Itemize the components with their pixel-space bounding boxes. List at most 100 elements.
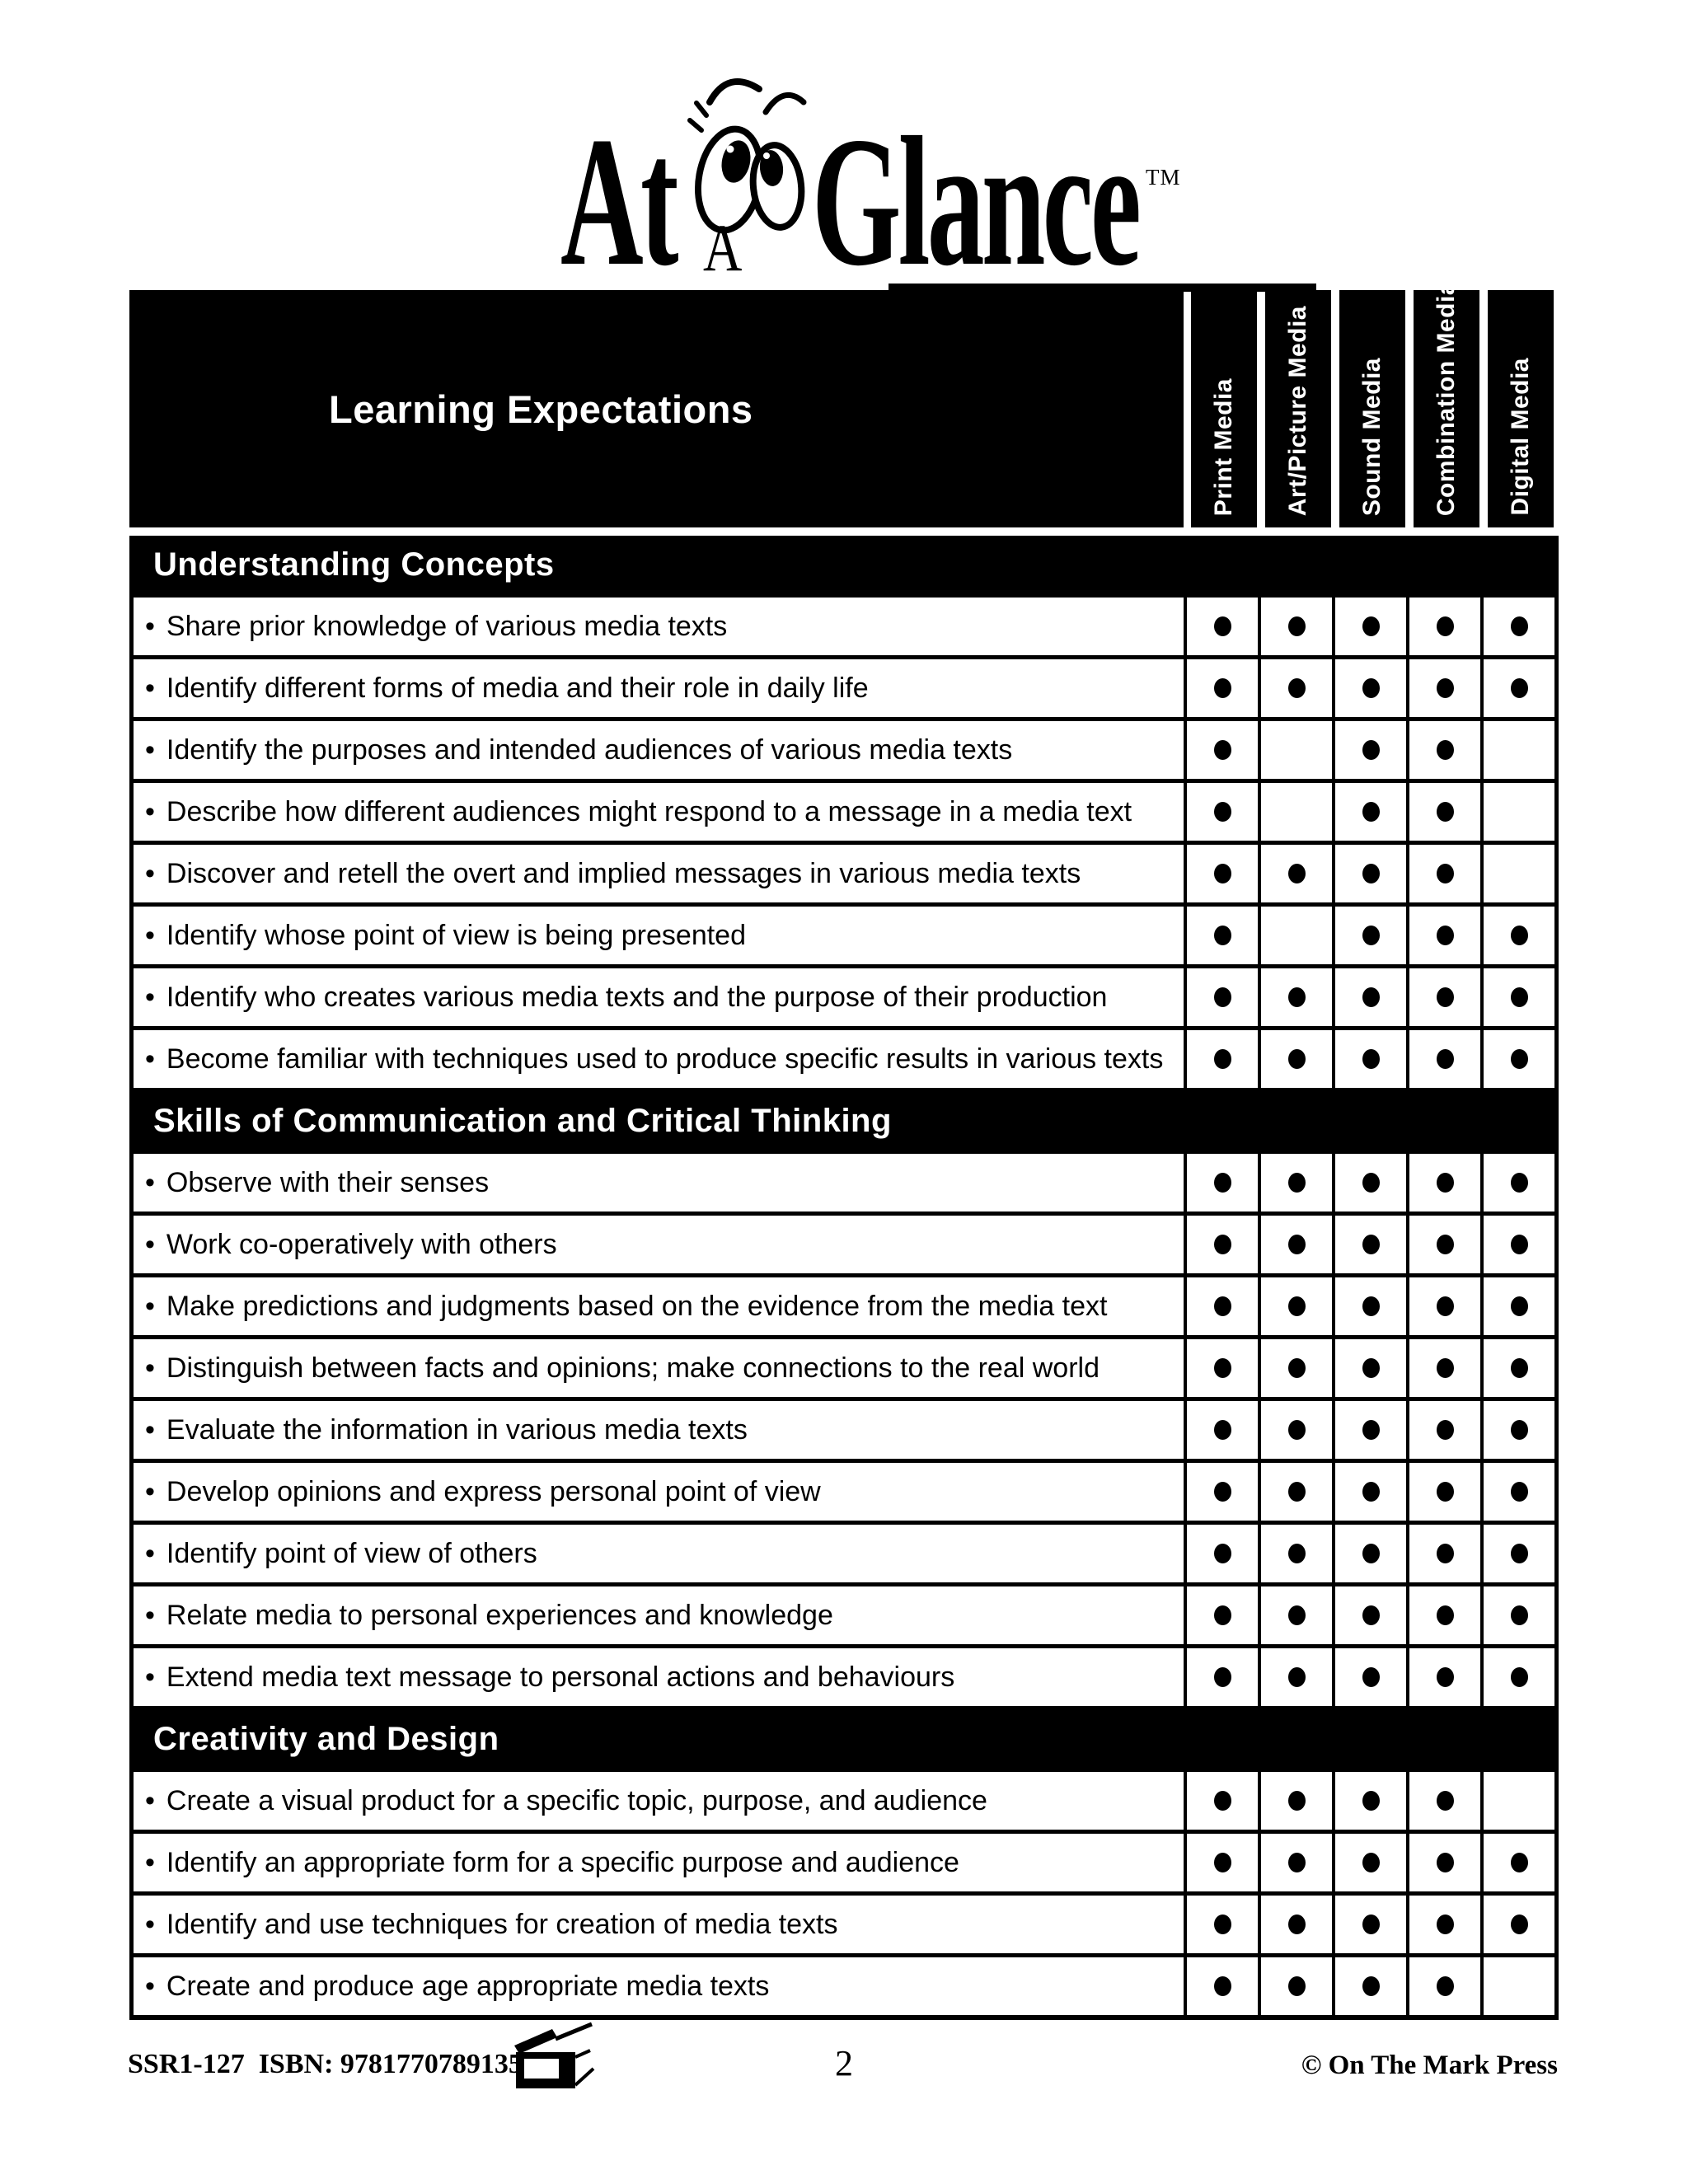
logo-underline	[889, 284, 1316, 292]
media-cell	[1335, 783, 1406, 841]
media-cell	[1335, 1154, 1406, 1212]
logo-word-glance: Glance	[812, 98, 1142, 304]
table-row: • Create a visual product for a specific…	[134, 1772, 1554, 1830]
expectation-label: Distinguish between facts and opinions; …	[166, 1352, 1100, 1384]
expectation-cell: • Identify an appropriate form for a spe…	[134, 1834, 1184, 1891]
dot-marker	[1362, 740, 1380, 760]
dot-marker	[1510, 1235, 1528, 1254]
bullet-icon: •	[145, 610, 155, 642]
column-header-label: Combination Media	[1432, 280, 1460, 516]
section-title: Understanding Concepts	[153, 546, 555, 583]
bullet-icon: •	[145, 1413, 155, 1446]
column-header: Sound Media	[1339, 290, 1405, 527]
dot-marker	[1436, 1667, 1454, 1687]
media-cell	[1409, 659, 1480, 717]
table-row: • Observe with their senses	[134, 1154, 1554, 1212]
media-cell	[1409, 968, 1480, 1026]
expectation-label: Extend media text message to personal ac…	[166, 1661, 955, 1693]
dot-marker	[1287, 1173, 1306, 1193]
bullet-icon: •	[145, 857, 155, 889]
bullet-icon: •	[145, 733, 155, 766]
expectation-cell: • Develop opinions and express personal …	[134, 1463, 1184, 1521]
expectation-cell: • Identify who creates various media tex…	[134, 968, 1184, 1026]
expectation-cell: • Distinguish between facts and opinions…	[134, 1339, 1184, 1397]
trademark-symbol: TM	[1146, 165, 1181, 190]
expectation-cell: • Identify point of view of others	[134, 1525, 1184, 1582]
section-header-bar: Creativity and Design	[134, 1710, 1554, 1768]
media-cell	[1409, 1586, 1480, 1644]
section-header-bar: Understanding Concepts	[134, 536, 1554, 593]
dot-marker	[1213, 1049, 1231, 1069]
media-cell	[1335, 1401, 1406, 1459]
media-cell	[1484, 1896, 1554, 1953]
media-cell	[1335, 1030, 1406, 1088]
bullet-icon: •	[145, 1475, 155, 1507]
dot-marker	[1436, 740, 1454, 760]
bullet-icon: •	[145, 1784, 155, 1816]
section-title: Skills of Communication and Critical Thi…	[153, 1102, 892, 1139]
dot-marker	[1436, 678, 1454, 698]
dot-marker	[1213, 616, 1231, 636]
media-cell	[1409, 1030, 1480, 1088]
dot-marker	[1362, 987, 1380, 1007]
expectation-label: Share prior knowledge of various media t…	[166, 610, 728, 642]
footer-copyright: © On The Mark Press	[1301, 2050, 1558, 2080]
media-cell	[1484, 1463, 1554, 1521]
media-cell	[1484, 1401, 1554, 1459]
dot-marker	[1362, 1976, 1380, 1996]
dot-marker	[1287, 616, 1306, 636]
expectation-label: Create and produce age appropriate media…	[166, 1970, 770, 2002]
dot-marker	[1213, 1420, 1231, 1440]
expectation-cell: • Create and produce age appropriate med…	[134, 1957, 1184, 2015]
dot-marker	[1287, 1049, 1306, 1069]
media-cell	[1335, 1834, 1406, 1891]
media-cell	[1335, 721, 1406, 779]
dot-marker	[1213, 1173, 1231, 1193]
dot-marker	[1213, 1544, 1231, 1563]
dot-marker	[1213, 987, 1231, 1007]
bullet-icon: •	[145, 1908, 155, 1940]
media-cell	[1261, 1957, 1332, 2015]
expectation-label: Develop opinions and express personal po…	[166, 1475, 821, 1507]
table-row: • Identify the purposes and intended aud…	[134, 721, 1554, 779]
media-cell	[1409, 1216, 1480, 1273]
media-cell	[1484, 1525, 1554, 1582]
media-cell	[1261, 1277, 1332, 1335]
dot-marker	[1510, 1667, 1528, 1687]
table-row: • Make predictions and judgments based o…	[134, 1277, 1554, 1335]
dot-marker	[1287, 1296, 1306, 1316]
bullet-icon: •	[145, 1043, 155, 1075]
dot-marker	[1362, 864, 1380, 883]
media-cell	[1484, 1154, 1554, 1212]
media-cell	[1261, 783, 1332, 841]
dot-marker	[1362, 1482, 1380, 1502]
dot-marker	[1213, 1296, 1231, 1316]
dot-marker	[1213, 864, 1231, 883]
dot-marker	[1510, 926, 1528, 945]
media-cell	[1261, 1586, 1332, 1644]
media-cell	[1409, 1463, 1480, 1521]
media-cell	[1409, 1401, 1480, 1459]
dot-marker	[1436, 1482, 1454, 1502]
media-cell	[1187, 1525, 1258, 1582]
media-cell	[1335, 1277, 1406, 1335]
expectation-label: Describe how different audiences might r…	[166, 795, 1132, 827]
media-cell	[1335, 598, 1406, 655]
media-cell	[1484, 1339, 1554, 1397]
media-cell	[1261, 1463, 1332, 1521]
dot-marker	[1510, 1482, 1528, 1502]
media-cell	[1409, 1772, 1480, 1830]
media-cell	[1484, 659, 1554, 717]
expectation-cell: • Identify the purposes and intended aud…	[134, 721, 1184, 779]
table-row: • Evaluate the information in various me…	[134, 1401, 1554, 1459]
expectation-cell: • Extend media text message to personal …	[134, 1648, 1184, 1706]
media-cell	[1484, 907, 1554, 964]
media-cell	[1409, 721, 1480, 779]
media-cell	[1187, 1030, 1258, 1088]
dot-marker	[1436, 1358, 1454, 1378]
table-row: • Identify an appropriate form for a spe…	[134, 1834, 1554, 1891]
bullet-icon: •	[145, 1290, 155, 1322]
media-cell	[1187, 1648, 1258, 1706]
media-cell	[1261, 1772, 1332, 1830]
media-cell	[1409, 907, 1480, 964]
